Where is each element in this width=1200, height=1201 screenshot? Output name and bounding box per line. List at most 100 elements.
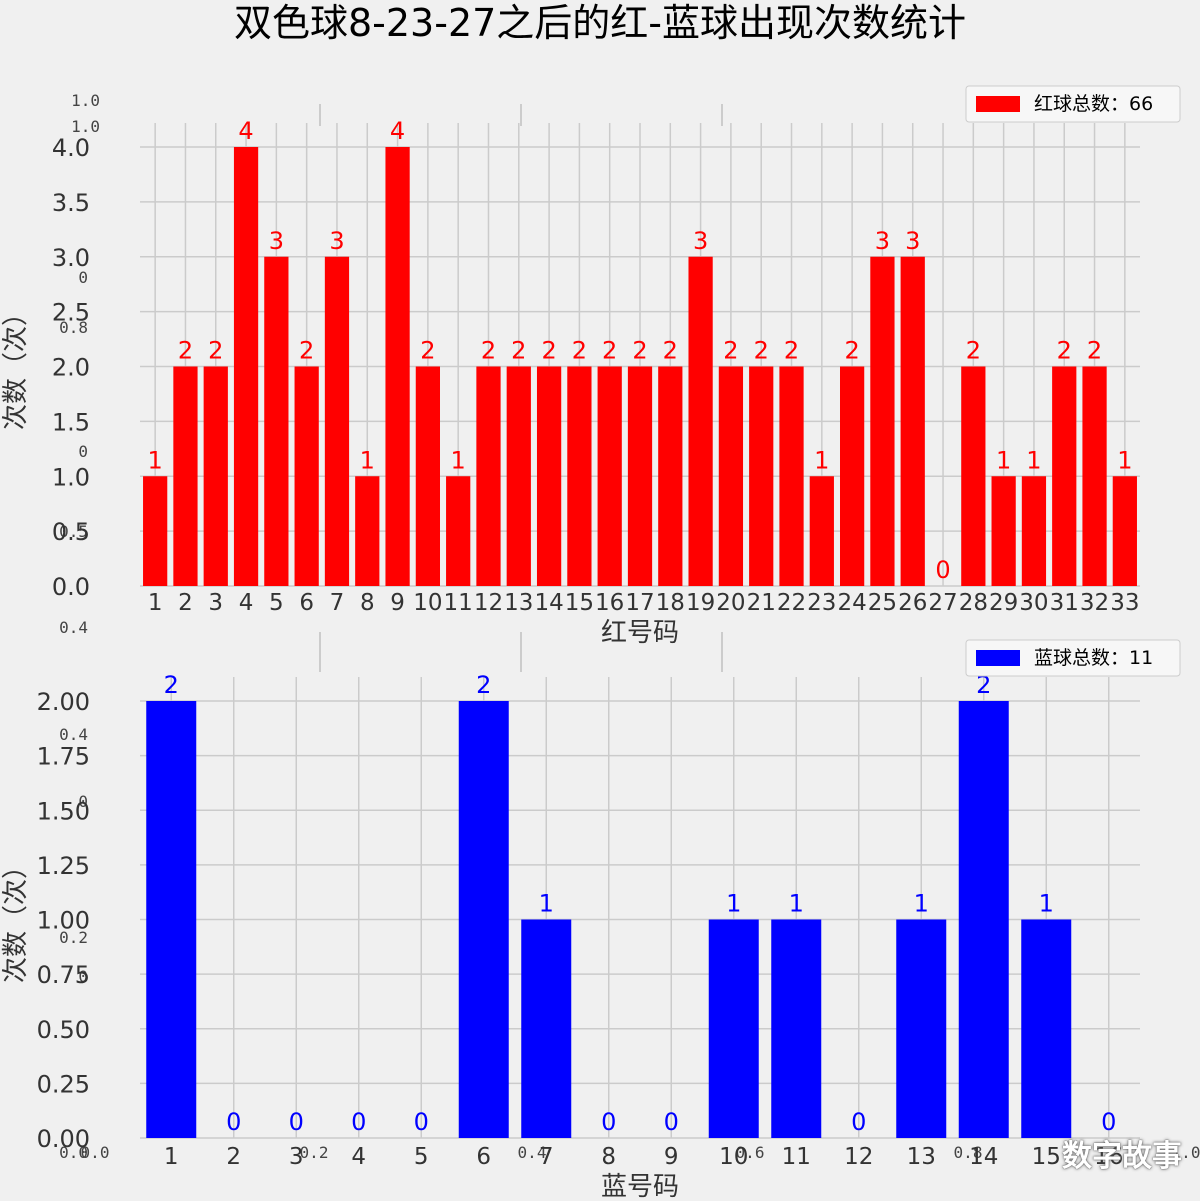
watermark: 数字故事 [1062, 1139, 1182, 1174]
bar [658, 366, 683, 586]
legend-swatch [976, 96, 1020, 112]
bar-value-label: 2 [541, 337, 556, 365]
y-tick-label: 1.0 [52, 463, 90, 491]
legend-box [965, 85, 1181, 123]
bar-value-label: 2 [178, 337, 193, 365]
bar-value-label: 1 [539, 890, 554, 918]
background-ytick-label: 0 [78, 792, 88, 811]
bar-value-label: 2 [966, 337, 981, 365]
bar-value-label: 4 [390, 117, 405, 145]
bar-value-label: 1 [814, 446, 829, 474]
legend-box [965, 639, 1181, 677]
bar [385, 147, 410, 586]
bar [203, 366, 228, 586]
x-tick-label: 20 [716, 590, 745, 616]
bar-value-label: 2 [299, 337, 314, 365]
bar [718, 366, 744, 586]
x-tick-label: 3 [208, 590, 223, 616]
bar-value-label: 1 [1026, 446, 1041, 474]
bar [521, 919, 572, 1138]
bar-value-label: 2 [602, 337, 617, 365]
bar-value-label: 2 [754, 337, 769, 365]
background-ytick-label: 1.0 [71, 91, 100, 110]
bar-value-label: 1 [451, 446, 466, 474]
bar-value-label: 3 [905, 227, 920, 255]
bar [688, 256, 713, 586]
bar-value-label: 2 [420, 337, 435, 365]
bar [506, 366, 531, 586]
bar-value-label: 0 [1101, 1108, 1116, 1136]
y-axis-label: 次数（次） [1, 300, 31, 430]
background-xtick-label: 0.6 [736, 1143, 765, 1162]
bar-value-label: 0 [601, 1108, 616, 1136]
y-tick-label: 1.25 [37, 852, 90, 880]
bar [173, 366, 198, 586]
bar-value-label: 0 [664, 1108, 679, 1136]
background-xtick-label: 0.2 [300, 1143, 329, 1162]
bar-value-label: 0 [226, 1108, 241, 1136]
y-tick-label: 2.5 [52, 299, 90, 327]
bar [567, 366, 592, 586]
bar [627, 366, 653, 586]
background-xtick-label: 0.4 [518, 1143, 547, 1162]
bar-value-label: 0 [851, 1108, 866, 1136]
bar [476, 366, 501, 586]
background-ytick-label: 0.4 [59, 725, 88, 744]
bar-value-label: 1 [1039, 890, 1054, 918]
y-tick-label: 0.5 [52, 518, 90, 546]
bar [146, 701, 197, 1138]
bar [1052, 366, 1077, 586]
background-xtick-label: 1.0 [1172, 1143, 1200, 1162]
bar-value-label: 2 [208, 337, 223, 365]
background-ytick-label: 0 [78, 442, 88, 461]
x-tick-label: 3 [289, 1144, 304, 1170]
x-tick-label: 12 [844, 1144, 873, 1170]
bar [143, 476, 168, 586]
bar [779, 366, 804, 586]
x-tick-label: 12 [474, 590, 503, 616]
x-tick-label: 9 [664, 1144, 679, 1170]
y-tick-label: 0.25 [37, 1070, 90, 1098]
bar-value-label: 2 [164, 671, 179, 699]
bar-value-label: 1 [1117, 446, 1132, 474]
background-ytick-label: 0.0 [59, 1143, 88, 1162]
bar [708, 919, 759, 1138]
y-tick-label: 2.0 [52, 354, 90, 382]
bar-value-label: 0 [351, 1108, 366, 1136]
x-axis-label: 红号码 [601, 618, 679, 648]
x-tick-label: 29 [989, 590, 1018, 616]
x-tick-label: 28 [959, 590, 988, 616]
x-tick-label: 23 [807, 590, 836, 616]
y-tick-label: 1.5 [52, 408, 90, 436]
legend-label: 红球总数：66 [1034, 93, 1153, 115]
x-tick-label: 8 [601, 1144, 616, 1170]
bar [1021, 919, 1072, 1138]
bar-value-label: 0 [289, 1108, 304, 1136]
bar [840, 366, 865, 586]
legend-swatch [976, 650, 1020, 666]
y-tick-label: 1.50 [37, 797, 90, 825]
background-ytick-label: 0 [78, 967, 88, 986]
bar-value-label: 2 [1087, 337, 1102, 365]
x-tick-label: 15 [1032, 1144, 1061, 1170]
x-tick-label: 5 [414, 1144, 429, 1170]
bar [771, 919, 822, 1138]
y-tick-label: 0.50 [37, 1016, 90, 1044]
y-tick-label: 0.75 [37, 961, 90, 989]
bar-value-label: 2 [481, 337, 496, 365]
y-tick-label: 1.00 [37, 907, 90, 935]
background-ytick-label: 0.2 [59, 928, 88, 947]
x-axis-label: 蓝号码 [601, 1172, 679, 1201]
y-tick-label: 3.5 [52, 189, 90, 217]
bar [458, 701, 509, 1138]
x-tick-label: 10 [719, 1144, 748, 1170]
x-tick-label: 7 [330, 590, 345, 616]
x-tick-label: 33 [1110, 590, 1139, 616]
y-tick-label: 0.0 [52, 573, 90, 601]
bar-value-label: 1 [914, 890, 929, 918]
bar-value-label: 2 [511, 337, 526, 365]
bar-value-label: 1 [148, 446, 163, 474]
x-tick-label: 21 [747, 590, 776, 616]
bar [446, 476, 471, 586]
